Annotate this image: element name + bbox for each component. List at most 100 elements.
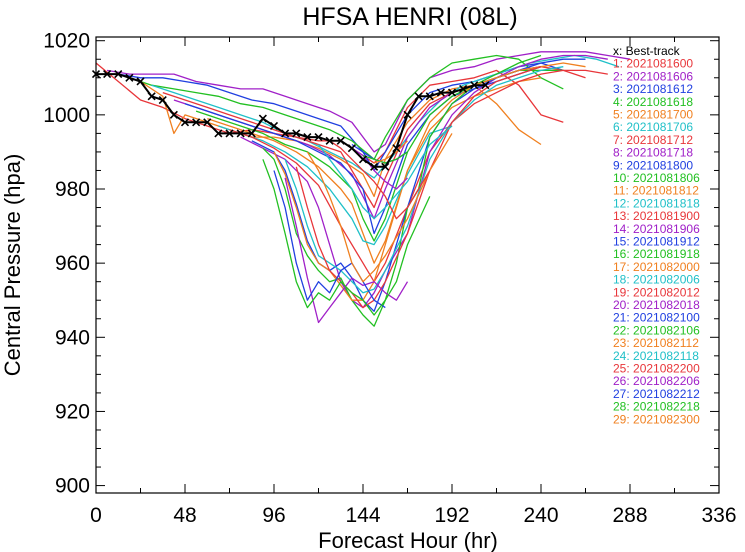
legend-entry-20: 20: 2021082018 <box>613 298 700 312</box>
y-tick-label: 1020 <box>43 30 90 53</box>
x-tick-label: 48 <box>173 504 196 527</box>
legend-entry-22: 22: 2021082106 <box>613 323 700 337</box>
best-track-marker <box>269 121 279 131</box>
best-track-line <box>96 73 486 168</box>
legend-entry-29: 29: 2021082300 <box>613 412 700 426</box>
y-tick-label: 940 <box>55 326 90 349</box>
x-tick-label: 144 <box>345 504 380 527</box>
best-track-marker <box>381 162 390 171</box>
y-tick-label: 960 <box>55 252 90 275</box>
legend-entry-26: 26: 2021082206 <box>613 374 700 388</box>
best-track-marker <box>203 118 212 127</box>
best-track-marker <box>103 70 112 79</box>
best-track-marker <box>214 129 223 138</box>
series-line-18 <box>284 66 564 294</box>
best-track-marker <box>414 92 423 101</box>
best-track-layer <box>91 70 490 171</box>
legend-entry-16: 16: 2021081918 <box>613 247 700 261</box>
best-track-marker <box>281 129 290 138</box>
series-line-28 <box>362 151 408 164</box>
legend-entry-3: 3: 2021081612 <box>613 82 693 96</box>
legend-entry-13: 13: 2021081900 <box>613 209 700 223</box>
series-line-2 <box>106 51 631 153</box>
legend-entry-9: 9: 2021081800 <box>613 158 693 172</box>
legend-entry-8: 8: 2021081718 <box>613 146 693 160</box>
legend-entry-28: 28: 2021082218 <box>613 400 700 414</box>
best-track-marker <box>303 133 312 142</box>
series-line-6 <box>151 54 620 179</box>
legend-entry-4: 4: 2021081618 <box>613 95 693 109</box>
best-track-marker <box>459 84 468 93</box>
best-track-marker <box>325 136 334 145</box>
best-track-marker <box>136 77 145 86</box>
y-tick-label: 980 <box>55 178 90 201</box>
best-track-marker <box>314 133 323 142</box>
x-tick-label: 192 <box>434 504 469 527</box>
best-track-marker <box>425 92 434 101</box>
best-track-marker <box>392 144 401 153</box>
series-line-22 <box>262 159 431 316</box>
tick-layer: 0 48 96 144 192 240 288 336 900 920 940 960 980 1000 1… <box>43 30 736 527</box>
legend-entry-27: 27: 2021082212 <box>613 387 700 401</box>
best-track-marker <box>192 118 201 127</box>
series-layer <box>96 51 631 327</box>
best-track-marker <box>470 81 479 90</box>
best-track-marker <box>403 110 412 119</box>
y-tick-label: 900 <box>55 475 90 498</box>
best-track-marker <box>247 129 256 138</box>
best-track-marker <box>169 110 178 119</box>
series-line-10 <box>195 69 564 242</box>
legend-best-track: x: Best-track <box>613 44 681 58</box>
best-track-marker <box>258 114 267 123</box>
series-line-5 <box>140 80 542 198</box>
best-track-marker <box>180 118 190 127</box>
series-line-23 <box>306 133 453 283</box>
x-tick-label: 240 <box>523 504 558 527</box>
series-line-21 <box>273 170 386 309</box>
x-axis-label: Forecast Hour (hr) <box>318 528 498 552</box>
legend-entry-5: 5: 2021081700 <box>613 108 693 122</box>
y-tick-label: 920 <box>55 400 90 423</box>
best-track-marker <box>114 70 123 79</box>
series-line-24 <box>317 125 453 220</box>
series-line-11 <box>207 77 542 264</box>
legend-entry-18: 18: 2021082006 <box>613 273 700 287</box>
series-line-4 <box>129 54 564 160</box>
series-line-20 <box>284 177 409 324</box>
legend-entry-2: 2: 2021081606 <box>613 69 693 83</box>
series-line-25 <box>329 140 431 220</box>
y-axis-label: Central Pressure (hpa) <box>0 154 25 377</box>
series-line-8 <box>173 66 542 220</box>
legend-entry-1: 1: 2021081600 <box>613 57 693 71</box>
legend-entry-23: 23: 2021082112 <box>613 336 699 350</box>
best-track-marker <box>358 155 368 164</box>
legend-entry-15: 15: 2021081912 <box>613 235 700 249</box>
best-track-marker <box>158 95 167 105</box>
best-track-marker <box>447 88 457 97</box>
legend-entry-21: 21: 2021082100 <box>613 311 700 325</box>
legend-entry-6: 6: 2021081706 <box>613 120 693 134</box>
best-track-marker <box>370 162 379 171</box>
best-track-marker <box>347 144 356 153</box>
best-track-marker <box>292 129 301 138</box>
best-track-marker <box>125 73 134 82</box>
series-line-12 <box>218 125 453 246</box>
legend-entry-14: 14: 2021081906 <box>613 222 700 236</box>
legend-entry-24: 24: 2021082118 <box>613 349 699 363</box>
x-tick-label: 288 <box>612 504 647 527</box>
legend-entry-25: 25: 2021082200 <box>613 362 700 376</box>
series-line-19 <box>295 66 542 309</box>
series-line-7 <box>162 66 586 209</box>
legend-entry-12: 12: 2021081818 <box>613 196 700 210</box>
x-tick-label: 0 <box>90 504 102 527</box>
legend-entry-11: 11: 2021081812 <box>613 184 699 198</box>
best-track-marker <box>481 81 490 90</box>
y-tick-label: 1000 <box>43 104 90 127</box>
best-track-marker <box>436 88 445 97</box>
x-tick-label: 336 <box>701 504 736 527</box>
best-track-marker <box>236 129 245 138</box>
series-line-17 <box>273 62 586 301</box>
legend-entry-17: 17: 2021082000 <box>613 260 700 274</box>
